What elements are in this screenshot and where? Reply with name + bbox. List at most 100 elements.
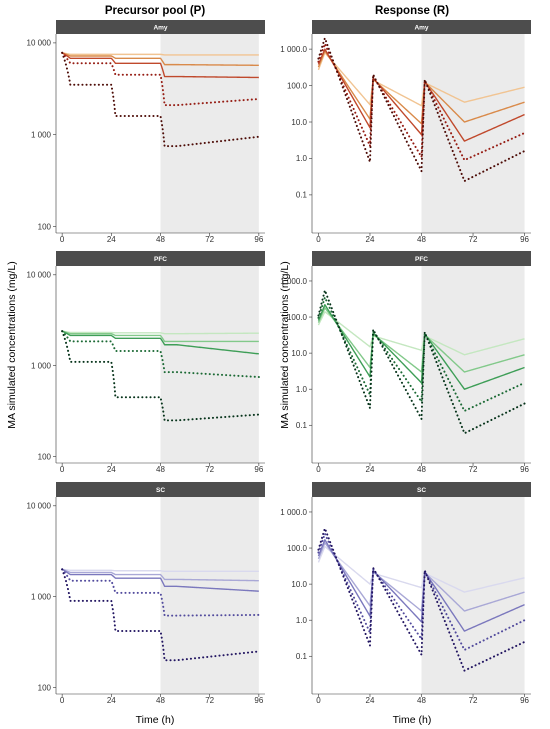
- x-tick-label: 72: [205, 696, 214, 705]
- x-tick-label: 48: [156, 235, 165, 244]
- panels-layer: Amy 100 1 000 10 000 0 24 48 72 96 Amy 0.1 1.0 10.0 1…: [27, 20, 531, 705]
- series-line-3: [61, 52, 259, 79]
- y-tick-label: 1 000: [31, 131, 52, 140]
- y-tick-label: 10.0: [291, 580, 307, 589]
- series-line-2: [317, 307, 525, 373]
- y-tick-label: 100.0: [287, 313, 308, 322]
- y-axis-title-left: MA simulated concentrations (mg/L): [6, 261, 18, 429]
- panel-amy-response: Amy 0.1 1.0 10.0 100.0 1 000.0 0 24 48 72 96: [280, 20, 531, 244]
- y-tick-label: 0.1: [296, 652, 308, 661]
- shaded-region: [160, 34, 259, 233]
- series-line-3: [317, 48, 525, 142]
- y-tick-label: 10 000: [27, 271, 52, 280]
- shaded-region: [421, 266, 525, 463]
- x-tick-label: 96: [254, 235, 263, 244]
- panel-sc-response: SC 0.1 1.0 10.0 100.0 1 000.0 0 24 48 72 96: [280, 482, 531, 705]
- strip-label: PFC: [415, 256, 428, 263]
- x-tick-label: 96: [520, 465, 529, 474]
- series-line-1: [62, 568, 259, 573]
- y-tick-label: 0.1: [296, 421, 308, 430]
- y-tick-label: 100: [38, 683, 52, 692]
- panel-pfc-precursor: PFC 100 1 000 10 000 0 24 48 72 96: [27, 251, 265, 474]
- x-tick-label: 96: [520, 696, 529, 705]
- x-tick-label: 72: [469, 696, 478, 705]
- series-line-3: [317, 539, 525, 632]
- series-line-1: [62, 52, 259, 56]
- strip-background: [56, 20, 265, 34]
- y-tick-label: 10 000: [27, 502, 52, 511]
- shaded-region: [160, 266, 259, 463]
- series-line-5: [317, 289, 526, 435]
- x-tick-label: 24: [366, 235, 375, 244]
- y-tick-label: 1 000: [31, 361, 52, 370]
- x-tick-label: 96: [520, 235, 529, 244]
- x-tick-label: 72: [469, 235, 478, 244]
- series-line-2: [61, 568, 259, 582]
- x-tick-label: 24: [107, 696, 116, 705]
- shaded-region: [160, 497, 259, 694]
- series-line-4: [61, 51, 260, 107]
- series-line-5: [61, 51, 260, 148]
- x-tick-label: 0: [60, 465, 65, 474]
- x-axis-title-right: Time (h): [393, 714, 432, 726]
- series-line-1: [62, 330, 259, 335]
- y-tick-label: 100.0: [287, 81, 308, 90]
- strip-label: SC: [156, 487, 165, 494]
- series-line-1: [317, 51, 525, 107]
- x-tick-label: 96: [254, 696, 263, 705]
- column-title-response: Response (R): [375, 5, 449, 17]
- x-tick-label: 96: [254, 465, 263, 474]
- y-tick-label: 1.0: [296, 154, 308, 163]
- x-tick-label: 24: [107, 465, 116, 474]
- x-tick-label: 72: [469, 465, 478, 474]
- series-line-4: [61, 568, 260, 617]
- x-tick-label: 24: [366, 696, 375, 705]
- y-tick-label: 1 000.0: [280, 277, 307, 286]
- y-tick-label: 10.0: [291, 349, 307, 358]
- strip-background: [312, 251, 531, 266]
- series-line-2: [61, 330, 259, 343]
- x-tick-label: 0: [60, 696, 65, 705]
- x-tick-label: 0: [60, 235, 65, 244]
- series-line-4: [317, 532, 526, 651]
- y-axis-title-right: MA simulated concentrations (mg/L): [279, 261, 291, 429]
- strip-background: [56, 251, 265, 266]
- x-tick-label: 72: [205, 465, 214, 474]
- x-tick-label: 24: [366, 465, 375, 474]
- y-tick-label: 10.0: [291, 118, 307, 127]
- series-line-1: [317, 311, 525, 356]
- x-axis-title-left: Time (h): [136, 714, 175, 726]
- series-line-4: [61, 330, 260, 379]
- y-tick-label: 1 000.0: [280, 45, 307, 54]
- column-title-precursor: Precursor pool (P): [105, 5, 205, 17]
- panel-sc-precursor: SC 100 1 000 10 000 0 24 48 72 96: [27, 482, 265, 705]
- series-line-4: [317, 42, 526, 162]
- y-tick-label: 100: [38, 222, 52, 231]
- x-tick-label: 48: [156, 465, 165, 474]
- strip-background: [312, 482, 531, 497]
- series-line-3: [61, 330, 259, 355]
- strip-label: Amy: [153, 24, 167, 31]
- series-line-5: [61, 330, 260, 422]
- series-line-5: [317, 37, 526, 183]
- series-line-2: [61, 52, 259, 67]
- strip-label: Amy: [414, 24, 428, 31]
- y-tick-label: 0.1: [296, 191, 308, 200]
- y-tick-label: 1.0: [296, 385, 308, 394]
- x-tick-label: 0: [316, 235, 321, 244]
- y-tick-label: 1 000: [31, 592, 52, 601]
- y-tick-label: 1.0: [296, 616, 308, 625]
- y-tick-label: 100.0: [287, 544, 308, 553]
- x-tick-label: 48: [156, 696, 165, 705]
- series-line-3: [61, 568, 259, 592]
- x-tick-label: 72: [205, 235, 214, 244]
- x-tick-label: 0: [316, 465, 321, 474]
- strip-background: [312, 20, 531, 34]
- series-line-1: [317, 545, 525, 593]
- x-tick-label: 48: [417, 696, 426, 705]
- x-tick-label: 48: [417, 235, 426, 244]
- x-tick-label: 48: [417, 465, 426, 474]
- panel-pfc-response: PFC 0.1 1.0 10.0 100.0 1 000.0 0 24 48 72 96: [280, 251, 531, 474]
- shaded-region: [421, 34, 525, 233]
